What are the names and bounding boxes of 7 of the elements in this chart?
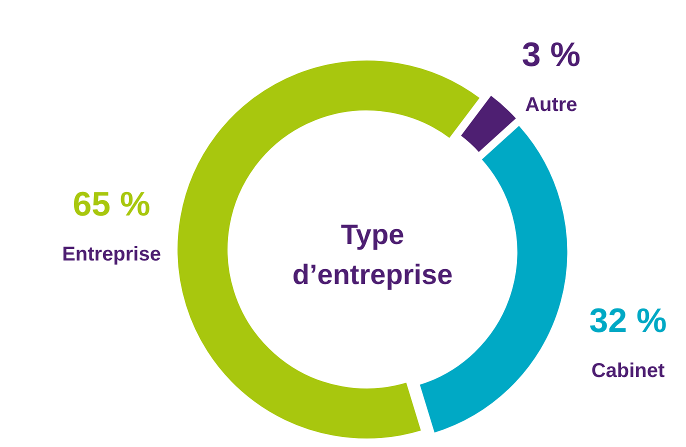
text: Type d’entreprise: [292, 219, 453, 290]
data-label: 65 %: [72, 185, 150, 224]
data-label: 32 %: [589, 302, 667, 340]
slice-label: Entreprise: [62, 243, 161, 266]
slice-label: Autre: [525, 94, 578, 116]
slice-label: Cabinet: [591, 360, 665, 382]
data-label: 3 %: [522, 36, 580, 74]
